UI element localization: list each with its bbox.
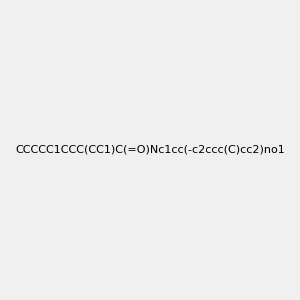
Text: CCCCC1CCC(CC1)C(=O)Nc1cc(-c2ccc(C)cc2)no1: CCCCC1CCC(CC1)C(=O)Nc1cc(-c2ccc(C)cc2)no… (15, 145, 285, 155)
